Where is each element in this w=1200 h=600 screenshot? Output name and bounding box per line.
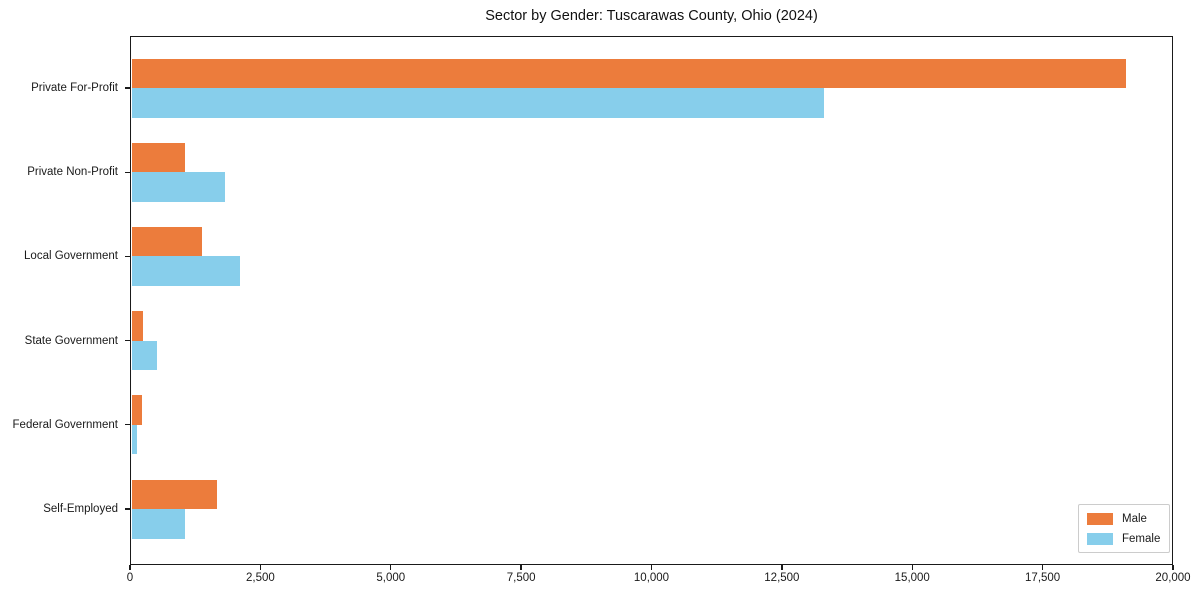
legend-label-female: Female bbox=[1122, 532, 1161, 545]
x-tick-mark bbox=[1172, 565, 1174, 570]
x-tick-label: 20,000 bbox=[1155, 572, 1191, 584]
x-tick-label: 10,000 bbox=[633, 572, 670, 584]
x-tick-mark bbox=[911, 565, 913, 570]
chart-title: Sector by Gender: Tuscarawas County, Ohi… bbox=[485, 8, 818, 24]
plot-area bbox=[130, 36, 1173, 565]
y-tick-label-local-government: Local Government bbox=[24, 250, 118, 263]
x-tick-mark bbox=[259, 565, 262, 570]
x-tick-label: 2,500 bbox=[245, 572, 275, 584]
x-tick-mark bbox=[520, 565, 522, 570]
legend-item-female: Female bbox=[1087, 531, 1161, 546]
x-tick-mark bbox=[650, 565, 653, 570]
x-tick-label: 0 bbox=[126, 572, 134, 584]
legend-item-male: Male bbox=[1087, 511, 1161, 526]
x-tick-mark bbox=[390, 565, 392, 570]
y-tick-label-state-government: State Government bbox=[24, 334, 118, 347]
x-tick-label: 12,500 bbox=[764, 572, 800, 584]
legend-swatch-male bbox=[1087, 512, 1113, 525]
y-tick-label-private-non-profit: Private Non-Profit bbox=[27, 166, 118, 179]
legend: Male Female bbox=[1078, 504, 1170, 553]
x-tick-mark bbox=[1041, 565, 1044, 570]
x-tick-label: 17,500 bbox=[1025, 572, 1061, 584]
y-tick-label-federal-government: Federal Government bbox=[12, 418, 118, 431]
y-tick-label-private-for-profit: Private For-Profit bbox=[31, 82, 118, 94]
legend-label-male: Male bbox=[1122, 512, 1147, 525]
x-tick-mark bbox=[129, 565, 131, 570]
x-tick-label: 5,000 bbox=[376, 572, 406, 584]
x-tick-label: 15,000 bbox=[894, 572, 930, 584]
y-tick-label-self-employed: Self-Employed bbox=[43, 503, 118, 515]
x-tick-mark bbox=[781, 565, 783, 570]
legend-swatch-female bbox=[1087, 532, 1113, 545]
x-tick-label: 7,500 bbox=[506, 572, 536, 584]
